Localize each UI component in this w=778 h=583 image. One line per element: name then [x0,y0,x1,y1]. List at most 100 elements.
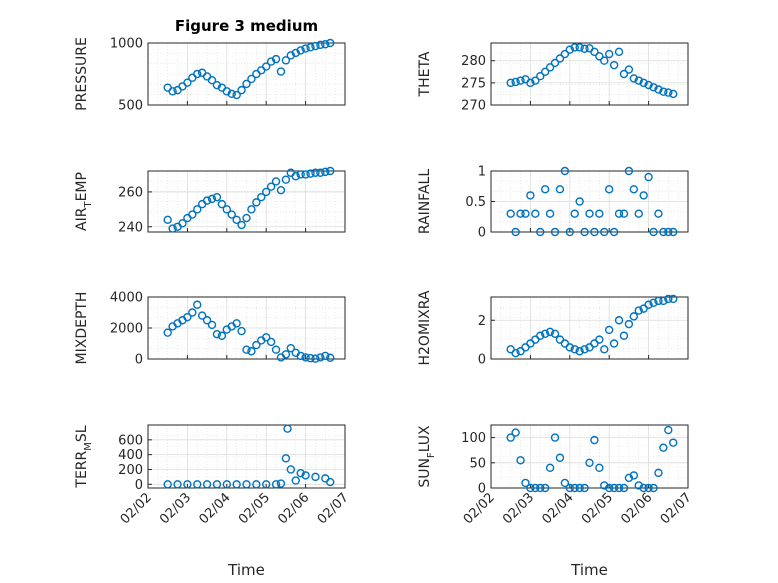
data-point [281,175,291,184]
y-tick-label: 1 [478,165,486,180]
data-point [629,185,639,194]
data-point [654,468,663,478]
data-point [311,41,320,51]
data-point [536,483,545,493]
y-tick-label: 600 [118,433,143,448]
data-point [301,44,310,53]
data-point [614,209,624,218]
data-point [649,227,658,237]
data-point [321,351,330,361]
data-point [212,192,222,202]
data-point [624,166,634,176]
data-point [619,69,629,79]
x-tick-label: 02/05 [236,490,273,527]
data-point [580,345,589,354]
data-point [511,348,520,358]
data-point [526,78,535,88]
data-point [197,68,207,77]
data-point [664,227,673,237]
data-point [580,483,589,493]
data-point [202,480,212,489]
data-point [242,345,251,354]
data-point [326,477,335,487]
y-tick-label: 280 [461,54,486,69]
data-point [536,331,545,340]
y-tick-label: 0 [135,478,143,493]
x-tick-label: 02/04 [197,490,234,527]
data-point [207,75,217,85]
data-point [262,187,271,197]
data-point [222,87,232,96]
data-point [311,472,320,482]
data-point [624,473,634,483]
data-point [183,480,192,489]
data-point [163,215,172,225]
data-point [262,62,271,71]
data-point [168,87,177,96]
data-point [511,428,520,437]
data-point [659,87,668,96]
data-point [306,354,315,363]
data-point [550,329,560,339]
data-point [595,209,604,218]
data-point [600,227,609,237]
data-point [257,192,266,202]
data-point [207,320,217,330]
data-point [276,185,286,195]
y-axis-label: PRESSURE [74,37,90,111]
data-point [163,328,172,337]
data-point [545,327,555,337]
data-point [614,316,624,325]
data-point [286,51,296,60]
data-point [207,194,217,204]
data-point [321,40,330,49]
y-tick-label: 1000 [110,37,143,52]
data-point [614,483,624,493]
data-point [242,480,251,489]
data-point [570,483,579,493]
data-point [232,480,241,489]
data-point [257,66,266,75]
data-point [252,340,261,350]
data-point [193,480,202,489]
subplot-2: 270 275 280 THETA [417,42,689,114]
x-tick-label: 02/06 [618,490,655,527]
data-point [605,325,614,335]
data-point [590,227,599,237]
y-tick-label: 0 [478,353,486,368]
data-point [669,227,678,237]
y-axis-label: SUNFLUX [417,425,437,488]
y-tick-label: 0 [478,226,486,241]
data-point [664,425,673,435]
data-point [281,56,291,65]
data-point [649,483,658,493]
data-point [654,296,663,306]
data-point [506,433,515,442]
data-point [511,77,520,87]
data-point [605,483,614,493]
data-point [545,63,555,72]
data-point [555,54,565,63]
data-point [193,69,202,79]
data-point [669,438,678,447]
data-point [326,38,335,48]
data-point [188,308,197,317]
data-point [217,199,227,209]
data-point [526,483,535,493]
y-tick-label: 240 [118,220,143,235]
data-point [301,471,310,480]
data-point [286,343,296,353]
data-point [639,191,648,200]
x-axis-label: Time [227,561,265,579]
data-point [590,47,599,57]
data-point [659,296,668,306]
data-point [242,79,251,89]
data-point [183,312,192,322]
data-point [560,49,570,59]
data-point [629,312,639,321]
data-point [550,58,560,68]
data-point [163,480,172,489]
y-tick-label: 270 [461,99,486,114]
data-point [605,185,614,194]
data-point [247,74,256,84]
